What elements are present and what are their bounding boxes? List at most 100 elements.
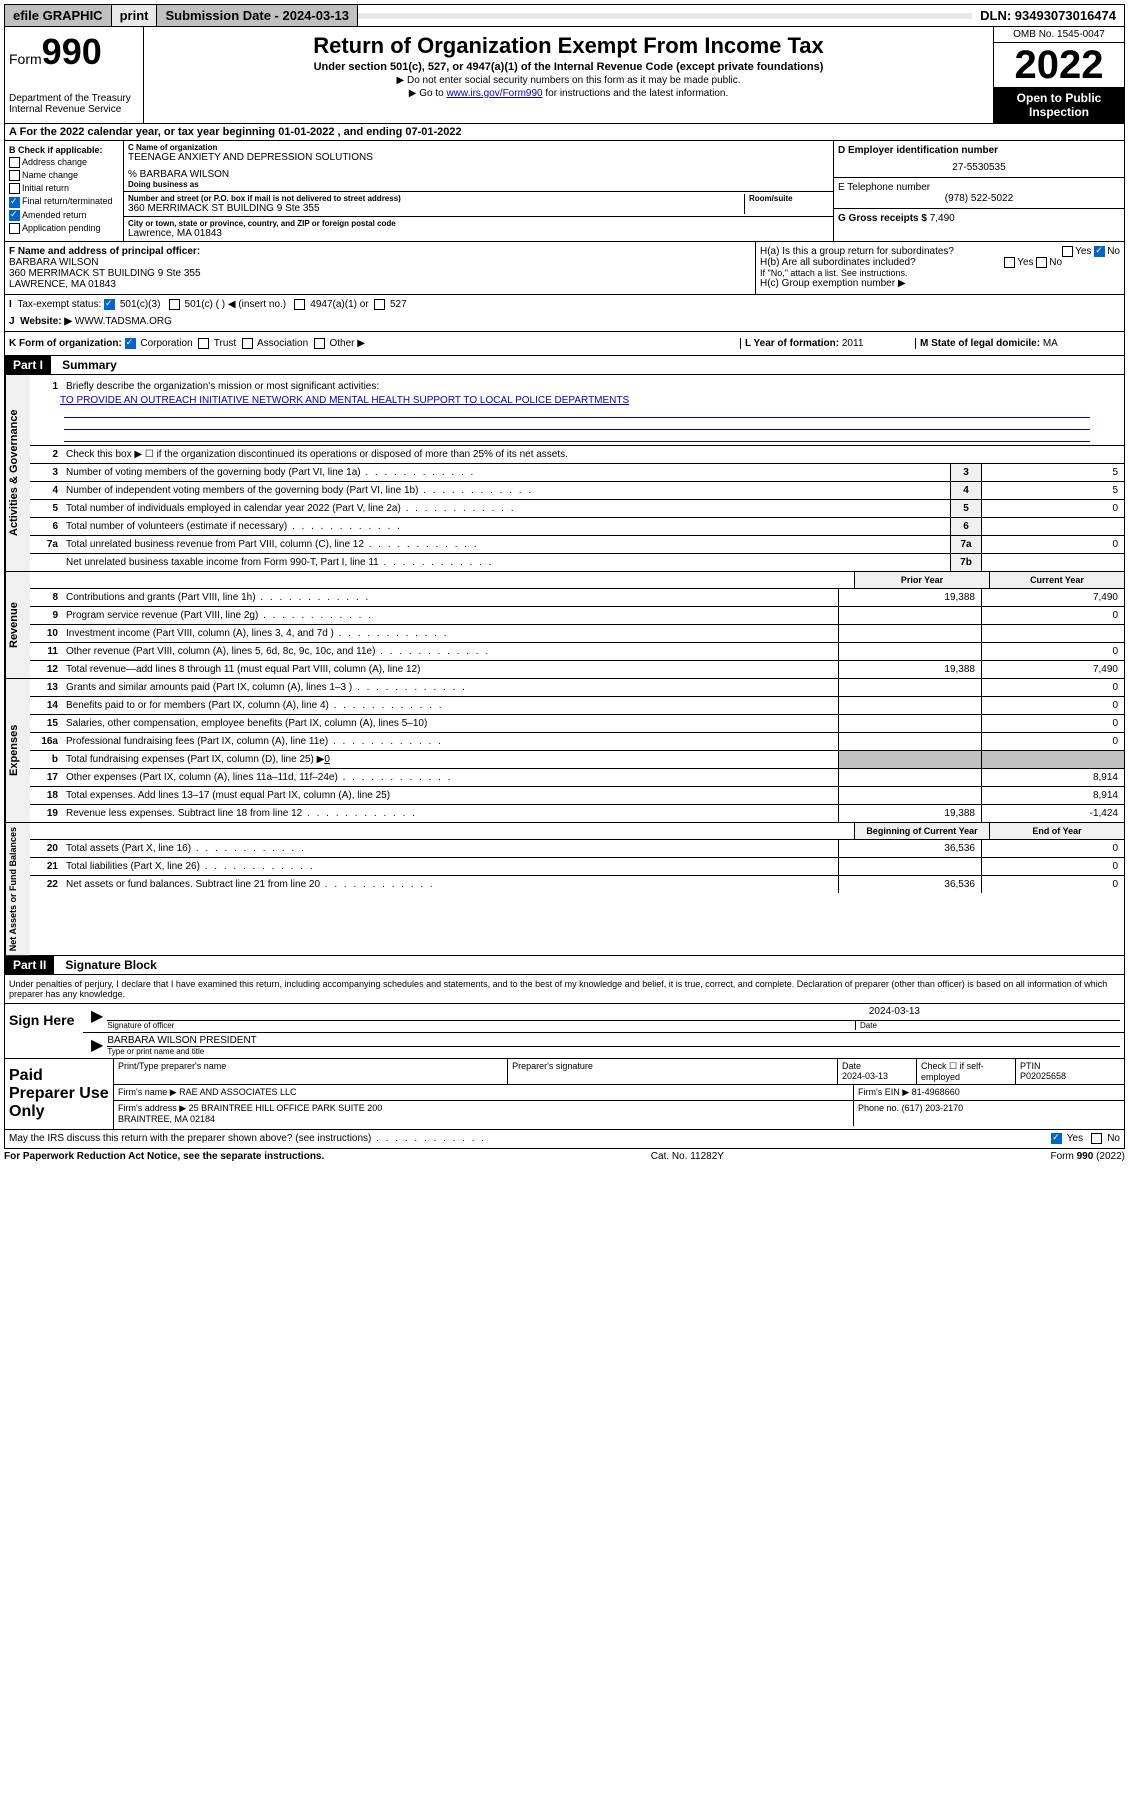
city: Lawrence, MA 01843 <box>128 228 829 239</box>
box-h: H(a) Is this a group return for subordin… <box>756 242 1124 294</box>
activities-governance: Activities & Governance 1 Briefly descri… <box>4 375 1125 572</box>
gross-label: G Gross receipts $ <box>838 213 927 224</box>
room-label: Room/suite <box>749 194 829 203</box>
street-label: Number and street (or P.O. box if mail i… <box>128 194 744 203</box>
part-ii-title: Signature Block <box>65 958 156 972</box>
line11: Other revenue (Part VIII, column (A), li… <box>62 643 838 660</box>
val7b <box>981 554 1124 571</box>
line5: Total number of individuals employed in … <box>62 500 950 517</box>
print-button[interactable]: print <box>112 5 158 26</box>
website-value[interactable]: WWW.TADSMA.ORG <box>75 316 172 327</box>
officer-name-title: BARBARA WILSON PRESIDENT <box>107 1035 1120 1046</box>
chk-initial[interactable]: Initial return <box>9 183 119 194</box>
box-j: J Website: ▶ WWW.TADSMA.ORG <box>9 316 1120 327</box>
section-a-tax-year: A For the 2022 calendar year, or tax yea… <box>4 124 1125 141</box>
discuss-yes-no: Yes No <box>1051 1133 1120 1144</box>
row-i-j: I Tax-exempt status: 501(c)(3) 501(c) ( … <box>4 295 1125 332</box>
line16a: Professional fundraising fees (Part IX, … <box>62 733 838 750</box>
header-left: Form990 Department of the Treasury Inter… <box>5 27 144 123</box>
box-f: F Name and address of principal officer:… <box>5 242 756 294</box>
part-ii-label: Part II <box>5 956 54 974</box>
firm-address: Firm's address ▶ 25 BRAINTREE HILL OFFIC… <box>114 1101 854 1126</box>
line21: Total liabilities (Part X, line 26) <box>62 858 838 875</box>
eoy-header: End of Year <box>989 823 1124 839</box>
box-m: M State of legal domicile: MA <box>915 338 1120 349</box>
part-i-label: Part I <box>5 356 51 374</box>
hb-note: If "No," attach a list. See instructions… <box>760 268 1120 278</box>
line2: Check this box ▶ ☐ if the organization d… <box>62 446 1124 463</box>
discuss-question: May the IRS discuss this return with the… <box>9 1133 1051 1144</box>
preparer-sig-label: Preparer's signature <box>508 1059 838 1084</box>
footer-right: Form 990 (2022) <box>1051 1151 1125 1162</box>
header-mid: Return of Organization Exempt From Incom… <box>144 27 993 123</box>
line3: Number of voting members of the governin… <box>62 464 950 481</box>
care-of: % BARBARA WILSON <box>128 169 829 180</box>
col-right: D Employer identification number 27-5530… <box>834 141 1124 241</box>
net-label: Net Assets or Fund Balances <box>5 823 30 955</box>
ein-value: 27-5530535 <box>838 162 1120 173</box>
box-l: L Year of formation: 2011 <box>740 338 915 349</box>
line9: Program service revenue (Part VIII, line… <box>62 607 838 624</box>
row-k-l-m: K Form of organization: Corporation Trus… <box>4 332 1125 356</box>
dln-label: DLN: 93493073016474 <box>972 5 1124 26</box>
line20: Total assets (Part X, line 16) <box>62 840 838 857</box>
dept-label: Department of the Treasury <box>9 93 139 104</box>
form-number: Form990 <box>9 31 139 73</box>
submission-date: Submission Date - 2024-03-13 <box>157 5 358 26</box>
sign-here-row: Sign Here ▶ 2024-03-13 Signature of offi… <box>5 1003 1124 1058</box>
box-i-j: I Tax-exempt status: 501(c)(3) 501(c) ( … <box>5 295 1124 331</box>
form-title: Return of Organization Exempt From Incom… <box>152 33 985 59</box>
current-year-header: Current Year <box>989 572 1124 588</box>
line16b: Total fundraising expenses (Part IX, col… <box>62 751 838 768</box>
firm-phone: Phone no. (617) 203-2170 <box>854 1101 1124 1126</box>
signature-block: Under penalties of perjury, I declare th… <box>4 975 1125 1130</box>
expenses-section: Expenses 13Grants and similar amounts pa… <box>4 679 1125 823</box>
officer-addr2: LAWRENCE, MA 01843 <box>9 279 751 290</box>
ein-label: D Employer identification number <box>838 145 1120 156</box>
city-label: City or town, state or province, country… <box>128 219 829 228</box>
part-ii-bar: Part II Signature Block <box>4 956 1125 975</box>
sig-declaration: Under penalties of perjury, I declare th… <box>5 975 1124 1003</box>
irs-label: Internal Revenue Service <box>9 104 139 115</box>
topbar-spacer <box>358 13 972 19</box>
open-public-badge: Open to Public Inspection <box>994 87 1124 123</box>
sig-arrow-icon-2: ▶ <box>87 1035 107 1056</box>
line19: Revenue less expenses. Subtract line 18 … <box>62 805 838 822</box>
sign-here-label: Sign Here <box>5 1004 83 1058</box>
box-k: K Form of organization: Corporation Trus… <box>9 338 740 349</box>
street: 360 MERRIMACK ST BUILDING 9 Ste 355 <box>128 203 744 214</box>
preparer-ptin: PTINP02025658 <box>1016 1059 1124 1084</box>
chk-name[interactable]: Name change <box>9 170 119 181</box>
part-i-bar: Part I Summary <box>4 356 1125 375</box>
form-word: Form <box>9 51 42 67</box>
part-i-title: Summary <box>62 358 117 372</box>
firm-ein: Firm's EIN ▶ 81-4968660 <box>854 1085 1124 1100</box>
val6 <box>981 518 1124 535</box>
chk-address[interactable]: Address change <box>9 157 119 168</box>
form-subtitle: Under section 501(c), 527, or 4947(a)(1)… <box>152 61 985 73</box>
chk-final[interactable]: Final return/terminated <box>9 196 119 207</box>
irs-link[interactable]: www.irs.gov/Form990 <box>446 88 542 99</box>
line7a: Total unrelated business revenue from Pa… <box>62 536 950 553</box>
line17: Other expenses (Part IX, column (A), lin… <box>62 769 838 786</box>
val3: 5 <box>981 464 1124 481</box>
sig-date-value: 2024-03-13 <box>107 1006 1120 1020</box>
officer-name: BARBARA WILSON <box>9 257 751 268</box>
chk-application[interactable]: Application pending <box>9 223 119 234</box>
row-f-h: F Name and address of principal officer:… <box>4 242 1125 295</box>
val4: 5 <box>981 482 1124 499</box>
form-num: 990 <box>42 31 102 72</box>
chk-amended[interactable]: Amended return <box>9 210 119 221</box>
sig-officer-label: Signature of officer <box>107 1021 855 1030</box>
officer-addr1: 360 MERRIMACK ST BUILDING 9 Ste 355 <box>9 268 751 279</box>
box-i: I Tax-exempt status: 501(c)(3) 501(c) ( … <box>9 299 1120 310</box>
line12: Total revenue—add lines 8 through 11 (mu… <box>62 661 838 678</box>
exp-label: Expenses <box>5 679 30 822</box>
preparer-date: Date2024-03-13 <box>838 1059 917 1084</box>
discuss-row: May the IRS discuss this return with the… <box>4 1130 1125 1148</box>
val5: 0 <box>981 500 1124 517</box>
gross-value: 7,490 <box>930 213 955 224</box>
line1-label: Briefly describe the organization's miss… <box>62 378 1124 395</box>
ha: H(a) Is this a group return for subordin… <box>760 246 1120 257</box>
rev-label: Revenue <box>5 572 30 678</box>
